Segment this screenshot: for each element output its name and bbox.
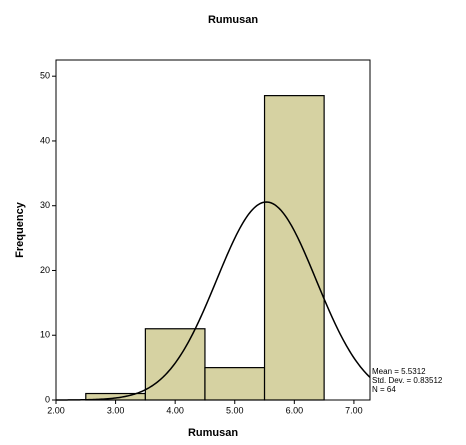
y-tick-label: 40 xyxy=(40,135,50,145)
bar xyxy=(204,367,266,401)
stat-label: Std. Dev. = 0.83512 xyxy=(372,376,443,385)
y-tick-label: 20 xyxy=(40,265,50,275)
y-tick-label: 0 xyxy=(45,394,50,404)
y-tick-label: 30 xyxy=(40,200,50,210)
chart-title: Rumusan xyxy=(208,14,258,26)
x-tick-label: 5.00 xyxy=(226,405,244,415)
x-axis-label: Rumusan xyxy=(188,427,238,439)
stat-label: Mean = 5.5312 xyxy=(372,367,426,376)
bar xyxy=(144,328,206,401)
x-tick-label: 6.00 xyxy=(286,405,304,415)
x-tick-label: 3.00 xyxy=(107,405,125,415)
y-tick-label: 50 xyxy=(40,71,50,81)
stat-label: N = 64 xyxy=(372,385,396,394)
y-axis-label: Frequency xyxy=(14,201,26,258)
bar xyxy=(263,95,325,401)
y-tick-label: 10 xyxy=(40,330,50,340)
x-tick-label: 7.00 xyxy=(345,405,363,415)
x-tick-label: 4.00 xyxy=(166,405,184,415)
x-tick-label: 2.00 xyxy=(47,405,65,415)
normal-curve xyxy=(56,201,371,401)
